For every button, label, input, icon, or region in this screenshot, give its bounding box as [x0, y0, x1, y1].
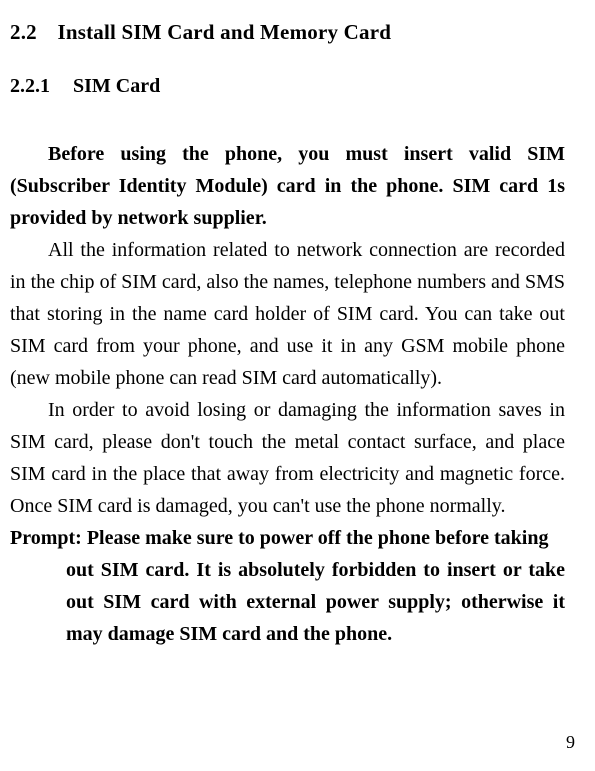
document-page: 2.2 Install SIM Card and Memory Card 2.2…	[0, 0, 575, 650]
paragraph-intro: Before using the phone, you must insert …	[10, 138, 565, 234]
paragraph-prompt-body: out SIM card. It is absolutely forbidden…	[10, 554, 565, 650]
subsection-number: 2.2.1	[10, 75, 68, 98]
section-number: 2.2	[10, 20, 52, 45]
paragraph-prompt-lead: Prompt: Please make sure to power off th…	[10, 522, 565, 554]
section-title: Install SIM Card and Memory Card	[57, 20, 391, 44]
page-number: 9	[566, 732, 575, 753]
subsection-heading: 2.2.1 SIM Card	[10, 75, 565, 98]
section-heading: 2.2 Install SIM Card and Memory Card	[10, 20, 565, 45]
subsection-title: SIM Card	[73, 75, 160, 97]
paragraph-info: All the information related to network c…	[10, 234, 565, 394]
body-text: Before using the phone, you must insert …	[10, 138, 565, 650]
paragraph-care: In order to avoid losing or damaging the…	[10, 394, 565, 522]
